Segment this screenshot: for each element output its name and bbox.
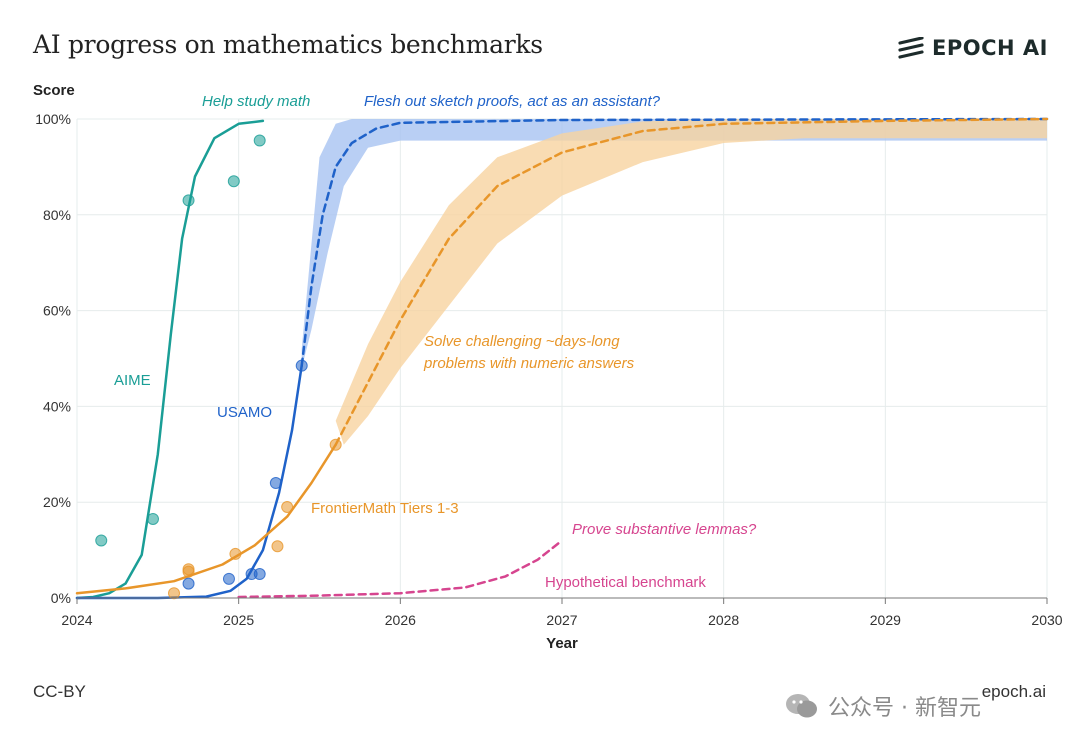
annotation-label: Solve challenging ~days-long <box>424 333 620 350</box>
y-tick-label: 100% <box>35 111 71 127</box>
fit-line-aime <box>75 119 265 600</box>
projection-line-frontiermath-tiers-1-3 <box>334 117 1049 446</box>
fit-line-frontiermath-tiers-1-3 <box>75 443 337 595</box>
annotation-label: Hypothetical benchmark <box>545 574 706 591</box>
data-point-aime <box>182 194 195 207</box>
series-lines <box>75 117 1049 600</box>
x-tick-label: 2024 <box>61 612 92 628</box>
band-frontiermath <box>335 119 1047 445</box>
y-tick-label: 80% <box>43 207 71 223</box>
x-tick-label: 2029 <box>870 612 901 628</box>
brand-name: EPOCH AI <box>932 36 1048 60</box>
data-point-aime <box>227 175 240 188</box>
projection-line-hypothetical-benchmark <box>237 539 564 599</box>
annotation-label: Flesh out sketch proofs, act as an assis… <box>364 93 661 110</box>
page-title: AI progress on mathematics benchmarks <box>33 30 543 59</box>
data-point-frontiermath-tiers-1-3 <box>182 563 195 576</box>
site-label: epoch.ai <box>981 682 1046 701</box>
x-tick-label: 2030 <box>1031 612 1062 628</box>
data-point-usamo <box>182 577 195 590</box>
x-tick-label: 2027 <box>546 612 577 628</box>
annotation-label: problems with numeric answers <box>423 355 635 372</box>
x-tick-label: 2028 <box>708 612 739 628</box>
license-label: CC-BY <box>33 682 86 701</box>
epoch-logo-icon <box>898 37 924 59</box>
axes: 0% 20% 40% 60% 80% 100% 2024 2025 2026 2027 2028 20… <box>33 82 1063 652</box>
data-point-aime <box>146 512 159 525</box>
x-axis-title: Year <box>546 635 578 652</box>
annotation-label: AIME <box>114 372 151 389</box>
band-usamo <box>301 119 1047 369</box>
projection-line-usamo <box>300 117 1049 367</box>
y-tick-label: 40% <box>43 398 71 414</box>
y-tick-label: 20% <box>43 494 71 510</box>
data-point-frontiermath-tiers-1-3 <box>271 540 284 553</box>
annotation-label: Prove substantive lemmas? <box>572 521 757 538</box>
y-axis-title: Score <box>33 82 75 99</box>
data-point-usamo <box>253 568 266 581</box>
watermark: 公众号 · 新智元 <box>784 690 981 722</box>
x-tick-label: 2025 <box>223 612 254 628</box>
y-tick-label: 0% <box>51 590 71 606</box>
data-point-frontiermath-tiers-1-3 <box>229 547 242 560</box>
confidence-bands <box>301 119 1047 445</box>
data-point-frontiermath-tiers-1-3 <box>168 587 180 600</box>
data-point-frontiermath-tiers-1-3 <box>281 500 294 513</box>
data-point-usamo <box>269 477 282 490</box>
data-point-usamo <box>295 359 308 372</box>
y-tick-label: 60% <box>43 303 71 319</box>
x-tick-label: 2026 <box>385 612 416 628</box>
annotation-label: USAMO <box>217 404 272 421</box>
data-points <box>95 134 342 600</box>
brand-logo: EPOCH AI <box>898 36 1048 60</box>
watermark-text: 公众号 · 新智元 <box>828 696 981 721</box>
data-point-usamo <box>222 572 235 585</box>
wechat-icon <box>786 694 817 718</box>
annotation-label: FrontierMath Tiers 1-3 <box>311 500 459 517</box>
data-point-aime <box>95 534 108 547</box>
data-point-frontiermath-tiers-1-3 <box>329 438 342 451</box>
fit-line-usamo <box>75 364 303 600</box>
annotation-label: Help study math <box>202 93 310 110</box>
data-point-aime <box>253 134 266 147</box>
annotations: Help study math Flesh out sketch proofs, … <box>114 93 757 591</box>
